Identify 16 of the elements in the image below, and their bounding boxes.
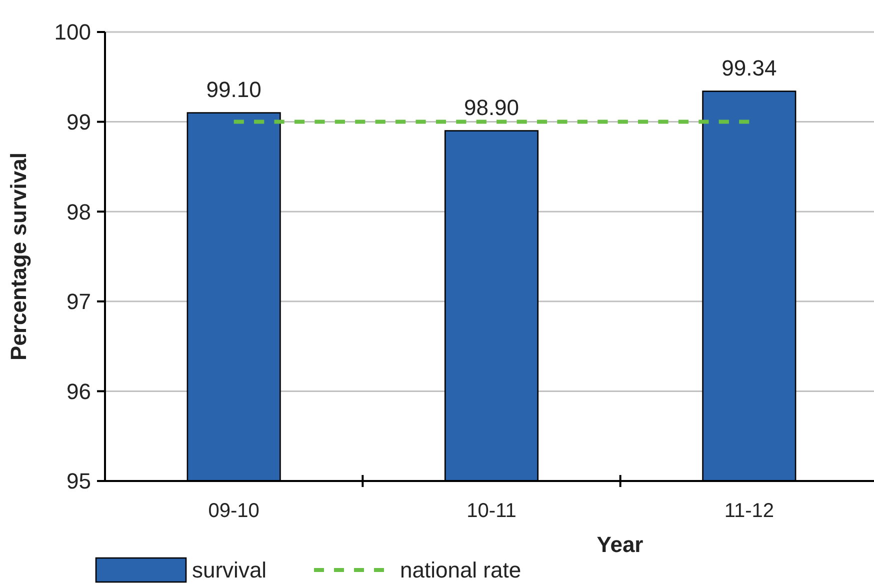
y-tick-label: 97 (66, 289, 91, 314)
x-tick-label: 11-12 (724, 500, 774, 522)
y-tick-label: 95 (66, 468, 91, 494)
x-tick-label: 10-11 (466, 500, 516, 522)
legend-label: survival (192, 558, 267, 583)
x-tick-label: 09-10 (208, 500, 260, 522)
legend-label: national rate (400, 558, 522, 583)
y-tick-label: 98 (66, 199, 91, 224)
y-tick-label: 100 (54, 20, 91, 45)
y-tick-label: 96 (66, 378, 91, 404)
data-label: 99.10 (206, 76, 262, 102)
x-axis-title: Year (596, 532, 644, 557)
data-label: 98.90 (464, 94, 520, 120)
y-tick-label: 99 (66, 110, 91, 134)
y-axis-title: Percentage survival (6, 152, 31, 360)
data-label: 99.34 (722, 55, 777, 80)
